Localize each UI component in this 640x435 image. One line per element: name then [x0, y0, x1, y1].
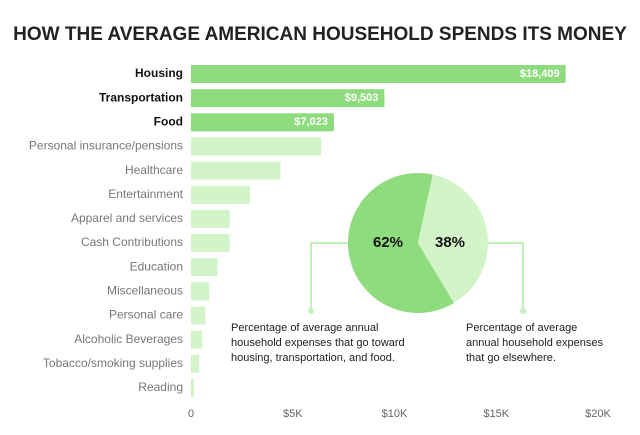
annotation: Percentage of average annual	[231, 322, 378, 334]
y-tick-label: Miscellaneous	[107, 284, 183, 298]
data-label: $9,503	[345, 92, 379, 104]
y-tick-label: Alcoholic Beverages	[74, 332, 183, 346]
bar	[191, 65, 566, 83]
y-tick-label: Entertainment	[108, 187, 183, 201]
x-tick-label: $10K	[382, 408, 408, 420]
y-tick-label: Housing	[135, 66, 183, 80]
y-tick-label: Apparel and services	[71, 211, 183, 225]
annotation: housing, transportation, and food.	[231, 352, 395, 364]
x-tick-label: $20K	[585, 408, 611, 420]
x-tick-label: $15K	[483, 408, 509, 420]
annotation: household expenses that go toward	[231, 337, 405, 349]
bar	[191, 185, 251, 204]
connector	[310, 242, 348, 310]
pie-slice	[418, 174, 489, 304]
data-label: $18,409	[520, 68, 560, 80]
bar	[191, 330, 203, 349]
y-tick-label: Tobacco/smoking supplies	[43, 356, 183, 370]
connector-dot	[520, 308, 526, 314]
connector-dot	[308, 308, 314, 314]
y-tick-label: Healthcare	[125, 163, 183, 177]
bar	[191, 378, 195, 397]
annotation: that go elsewhere.	[466, 352, 556, 364]
bar	[191, 161, 281, 180]
bar	[191, 282, 210, 301]
bar	[191, 354, 200, 373]
x-tick-label: 0	[188, 408, 194, 420]
y-tick-label: Food	[154, 114, 183, 128]
chart-title: HOW THE AVERAGE AMERICAN HOUSEHOLD SPEND…	[13, 24, 627, 45]
x-tick-label: $5K	[283, 408, 303, 420]
bar	[191, 89, 385, 108]
data-label: 62%	[373, 234, 403, 251]
annotation: Percentage of average	[466, 322, 577, 334]
annotation: annual household expenses	[466, 337, 604, 349]
pie-slice	[347, 172, 455, 313]
data-label: $7,023	[294, 116, 328, 128]
bar	[191, 306, 206, 325]
data-label: 38%	[435, 234, 465, 251]
y-tick-label: Cash Contributions	[81, 235, 183, 249]
y-tick-label: Personal care	[109, 308, 183, 322]
bar	[191, 137, 322, 156]
y-tick-label: Education	[130, 259, 183, 273]
bar	[191, 258, 218, 277]
y-tick-label: Personal insurance/pensions	[29, 139, 183, 153]
bar	[191, 209, 230, 228]
y-tick-label: Reading	[138, 380, 183, 394]
connector	[488, 242, 524, 310]
bar	[191, 113, 334, 132]
y-tick-label: Transportation	[99, 90, 183, 104]
bar	[191, 234, 230, 253]
